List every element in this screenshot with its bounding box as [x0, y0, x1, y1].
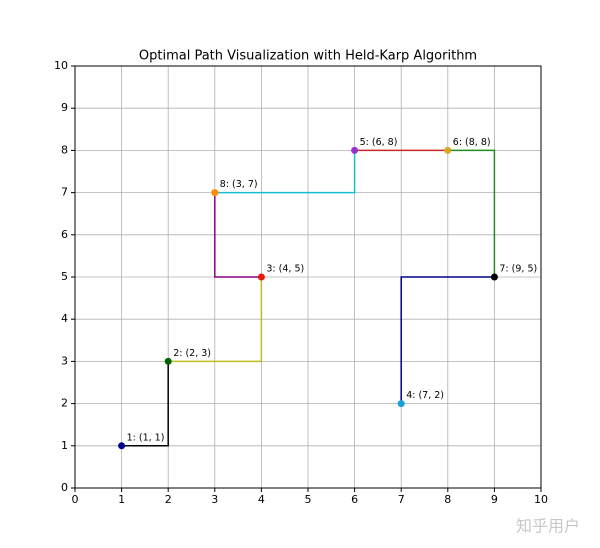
x-tick-label: 3 — [211, 493, 218, 506]
point — [444, 146, 452, 154]
x-tick-label: 8 — [444, 493, 451, 506]
point — [211, 189, 219, 197]
point — [397, 400, 405, 408]
y-tick-label: 2 — [61, 397, 68, 410]
path-segment — [214, 150, 356, 194]
x-tick-label: 9 — [491, 493, 498, 506]
point-label: 8: (3, 7) — [220, 179, 258, 190]
y-tick-label: 0 — [61, 481, 68, 494]
x-tick-label: 5 — [305, 493, 312, 506]
path-segment — [121, 361, 169, 447]
x-tick-label: 7 — [398, 493, 405, 506]
point-label: 6: (8, 8) — [453, 137, 491, 148]
y-tick-label: 5 — [61, 270, 68, 283]
point-label: 5: (6, 8) — [360, 137, 398, 148]
y-tick-label: 4 — [61, 312, 68, 325]
point — [164, 357, 172, 365]
point — [490, 273, 498, 281]
x-tick-label: 0 — [72, 493, 79, 506]
x-tick-label: 4 — [258, 493, 265, 506]
y-tick-label: 6 — [61, 228, 68, 241]
point-label: 2: (2, 3) — [173, 348, 211, 359]
y-tick-label: 7 — [61, 186, 68, 199]
path-segment — [214, 192, 262, 278]
plot-frame — [74, 65, 542, 489]
point — [351, 146, 359, 154]
path-segment — [447, 149, 496, 277]
x-tick-label: 10 — [534, 493, 548, 506]
x-tick-label: 1 — [118, 493, 125, 506]
point — [257, 273, 265, 281]
y-tick-label: 9 — [61, 101, 68, 114]
chart-title: Optimal Path Visualization with Held-Kar… — [139, 49, 477, 64]
path-segment — [168, 277, 263, 363]
y-tick-label: 3 — [61, 354, 68, 367]
x-tick-label: 2 — [165, 493, 172, 506]
y-tick-label: 1 — [61, 439, 68, 452]
x-tick-label: 6 — [351, 493, 358, 506]
y-tick-label: 8 — [61, 143, 68, 156]
y-tick-label: 10 — [54, 59, 68, 72]
point-label: 4: (7, 2) — [406, 390, 444, 401]
watermark: 知乎用户 — [516, 517, 580, 536]
point — [118, 442, 126, 450]
path-segment — [400, 276, 495, 404]
point-label: 3: (4, 5) — [266, 264, 304, 275]
point-label: 7: (9, 5) — [499, 264, 537, 275]
point-label: 1: (1, 1) — [127, 432, 165, 443]
